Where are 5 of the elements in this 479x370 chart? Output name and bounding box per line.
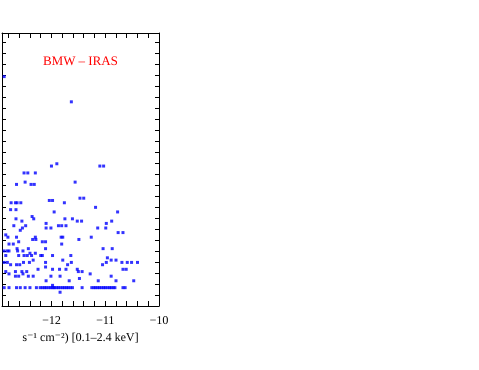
x-tick-label: −12 [42,313,61,327]
x-tick-label: −11 [96,313,114,327]
x-axis-title: s⁻¹ cm⁻²) [0.1–2.4 keV] [22,330,139,344]
chart-title: BMW – IRAS [43,53,118,68]
x-tick-label: −10 [150,313,168,327]
